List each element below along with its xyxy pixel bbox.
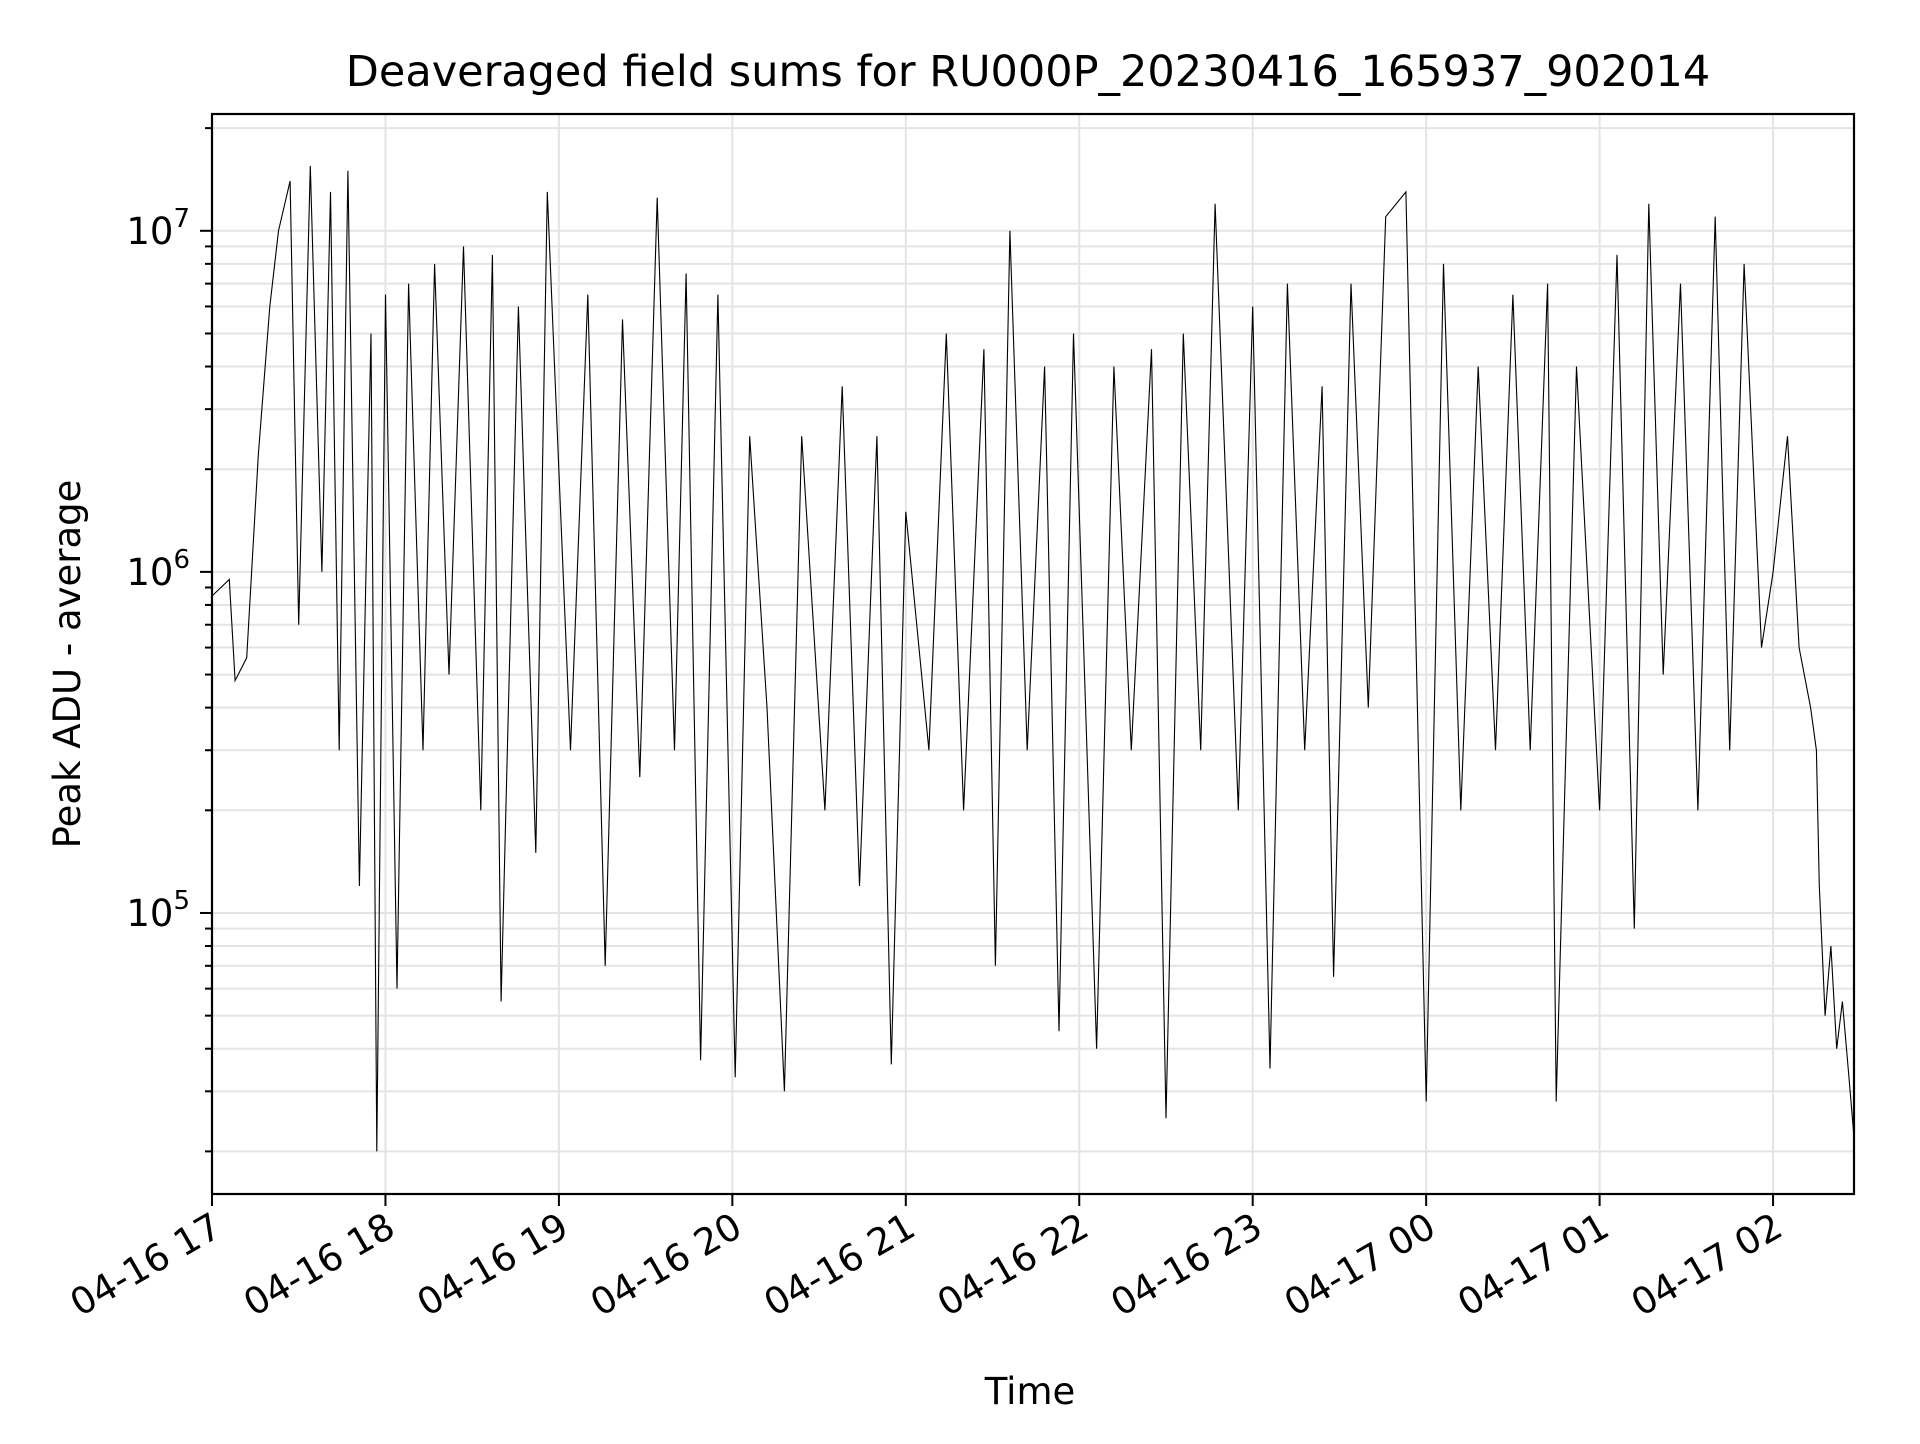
plot-frame (210, 112, 1856, 1196)
x-tick-label: 04-17 01 (1451, 1205, 1617, 1325)
y-tick-label: 107 (126, 204, 190, 253)
chart-title: Deaveraged field sums for RU000P_2023041… (346, 47, 1710, 97)
x-tick-label: 04-17 00 (1277, 1205, 1443, 1325)
x-tick-label: 04-17 02 (1624, 1205, 1790, 1325)
x-tick-label: 04-16 18 (236, 1205, 402, 1325)
y-tick-label: 106 (126, 545, 190, 594)
y-axis-label: Peak ADU - average (46, 480, 89, 849)
x-tick-label: 04-16 22 (930, 1205, 1096, 1325)
x-tick-label: 04-16 20 (583, 1205, 749, 1325)
x-tick-label: 04-16 23 (1104, 1205, 1270, 1325)
series-layer (211, 165, 1855, 1152)
x-tick-label: 04-16 21 (757, 1205, 923, 1325)
series-line (211, 165, 1855, 1152)
x-tick-label: 04-16 19 (410, 1205, 576, 1325)
x-axis-label: Time (984, 1370, 1076, 1413)
grid-layer (211, 114, 1854, 1194)
x-tick-label: 04-16 17 (63, 1205, 229, 1325)
y-tick-label: 105 (126, 886, 190, 935)
